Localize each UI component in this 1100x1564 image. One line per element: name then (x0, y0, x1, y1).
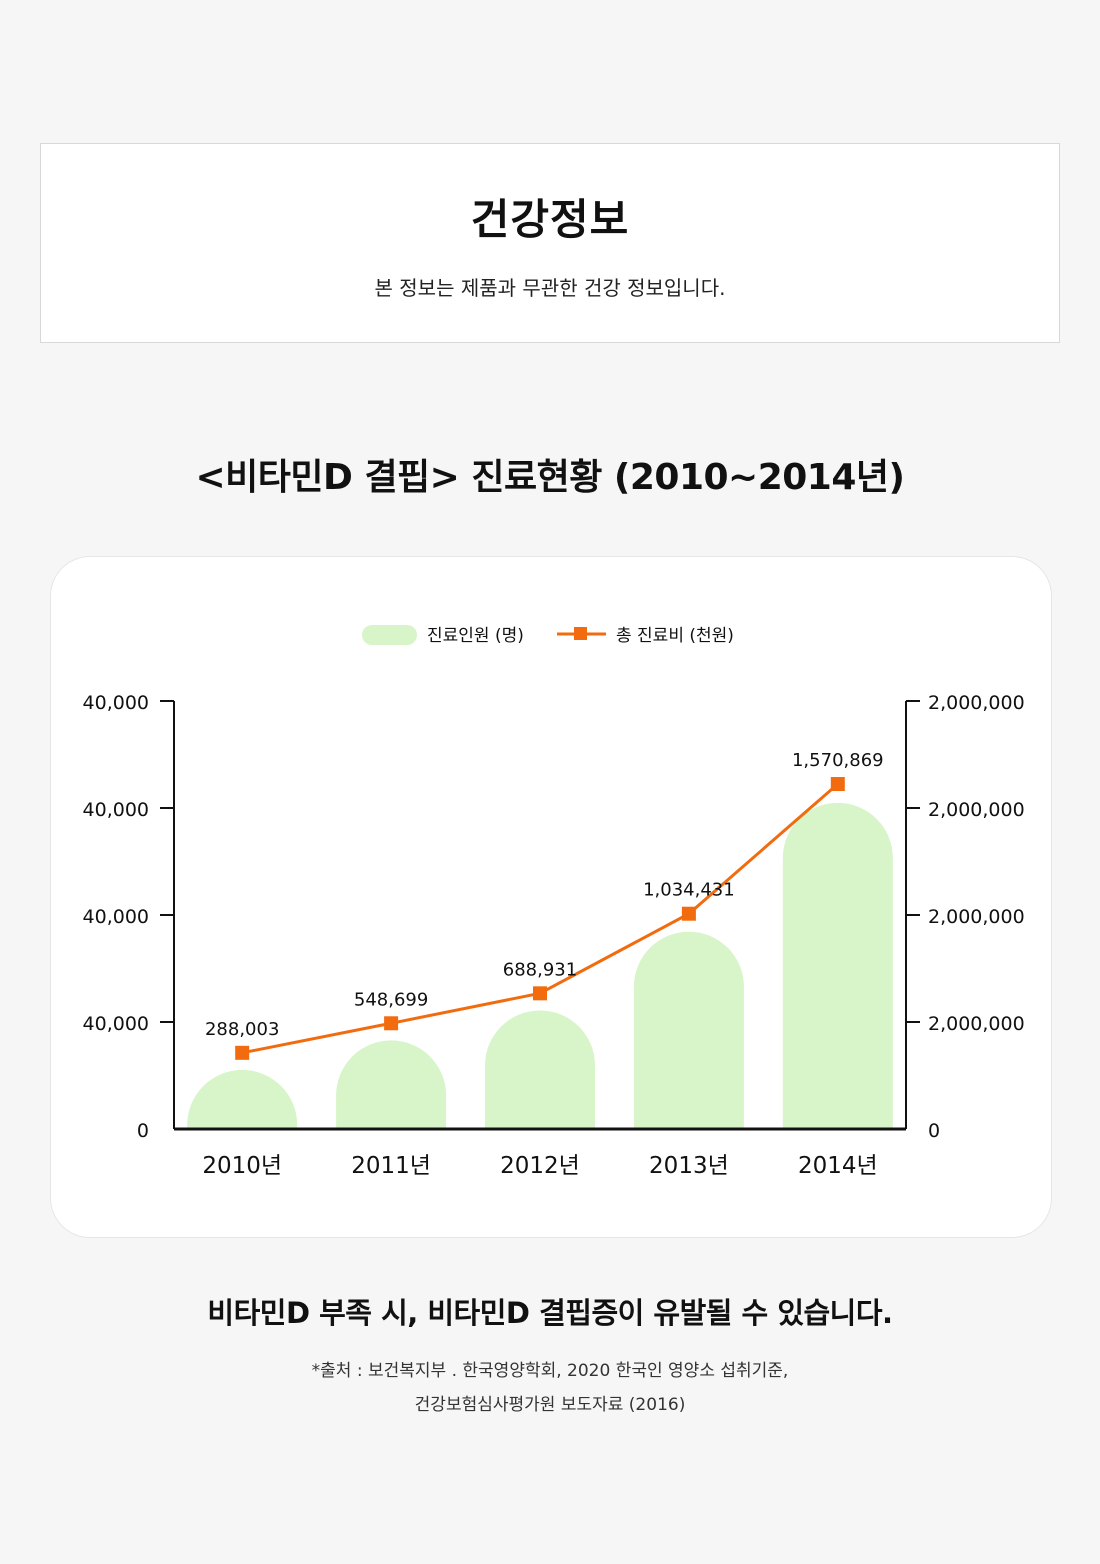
source-line-1: *출처 : 보건복지부 . 한국영양학회, 2020 한국인 영양소 섭취기준, (311, 1361, 789, 1381)
cost-marker (533, 986, 547, 1001)
cost-marker (830, 777, 845, 792)
right-tick-label: 2,000,000 (928, 799, 1025, 821)
cost-marker (681, 906, 696, 921)
legend-bar-swatch (362, 625, 417, 645)
left-tick-label: 40,000 (83, 799, 149, 821)
right-tick-label: 2,000,000 (928, 906, 1025, 928)
info-subtitle: 본 정보는 제품과 무관한 건강 정보입니다. (374, 276, 726, 300)
left-tick-label: 40,000 (83, 1013, 149, 1035)
health-info-box: 건강정보 본 정보는 제품과 무관한 건강 정보입니다. (40, 143, 1060, 343)
legend-line-label: 총 진료비 (천원) (616, 626, 734, 646)
cost-marker (235, 1045, 250, 1060)
source-line-2: 건강보험심사평가원 보도자료 (2016) (414, 1395, 686, 1415)
right-tick-label: 2,000,000 (928, 1013, 1025, 1035)
left-tick-label: 40,000 (83, 906, 149, 928)
bar (336, 1040, 447, 1129)
cost-data-label: 1,034,431 (643, 880, 735, 901)
cost-data-label: 1,570,869 (792, 750, 884, 771)
conclusion-text: 비타민D 부족 시, 비타민D 결핍증이 유발될 수 있습니다. (207, 1296, 893, 1330)
x-tick-label: 2010년 (202, 1153, 282, 1179)
x-tick-label: 2014년 (798, 1153, 878, 1179)
left-tick-label: 0 (137, 1120, 149, 1142)
right-tick-label: 2,000,000 (928, 692, 1025, 714)
chart-card: 진료인원 (명) 총 진료비 (천원) 0 0 40,000 2,000,000 40,00… (50, 556, 1052, 1238)
cost-data-label: 548,699 (354, 989, 428, 1010)
left-tick-label: 40,000 (83, 692, 149, 714)
x-tick-label: 2011년 (351, 1153, 431, 1179)
bar (782, 802, 893, 1129)
cost-marker (384, 1016, 399, 1031)
legend-bar-label: 진료인원 (명) (427, 626, 524, 646)
cost-data-label: 288,003 (205, 1019, 279, 1040)
right-tick-label: 0 (928, 1120, 940, 1142)
combo-chart: 진료인원 (명) 총 진료비 (천원) 0 0 40,000 2,000,000 40,00… (83, 625, 1025, 1179)
bar (633, 931, 744, 1129)
bar (485, 1010, 595, 1129)
info-title: 건강정보 (470, 195, 630, 244)
bar (187, 1069, 298, 1129)
legend-line-marker (574, 627, 587, 640)
x-tick-label: 2012년 (500, 1153, 580, 1179)
x-tick-label: 2013년 (649, 1153, 729, 1179)
chart-heading: <비타민D 결핍> 진료현황 (2010~2014년) (195, 457, 905, 498)
cost-data-label: 688,931 (503, 959, 577, 980)
